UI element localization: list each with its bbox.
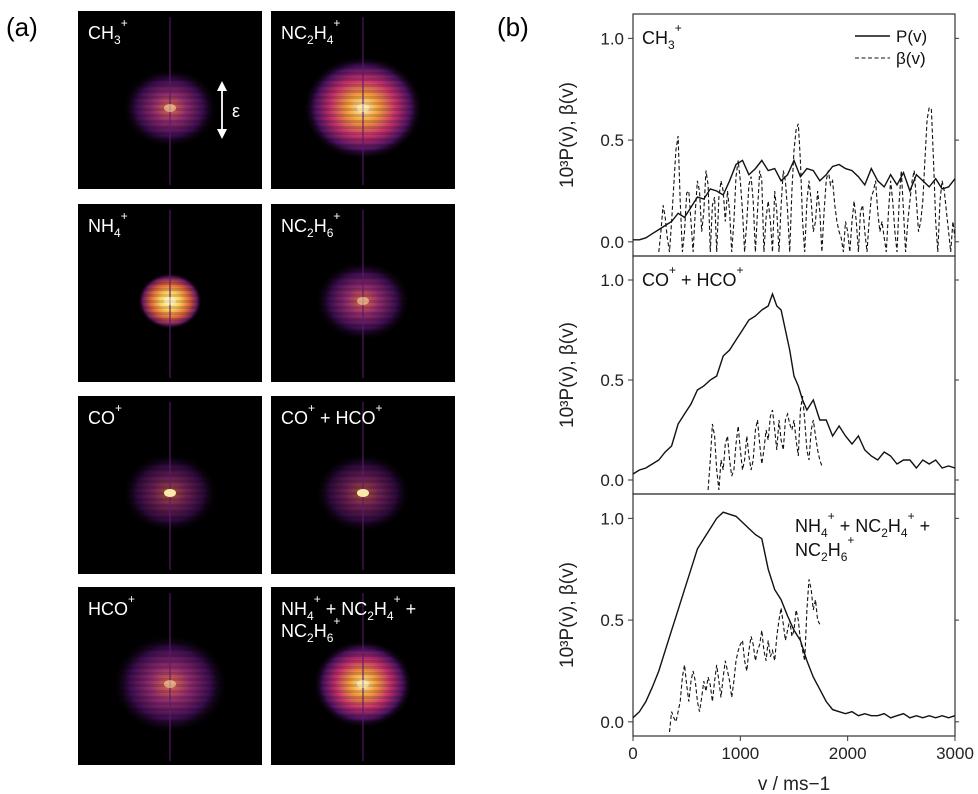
panel-b-letter: (b) bbox=[497, 12, 529, 42]
y-axis-label: 10³P(v), β(v) bbox=[557, 322, 578, 428]
vmi-image: NH4+ bbox=[78, 204, 262, 382]
series-line-beta bbox=[658, 106, 956, 253]
image-label: CO+ + HCO+ bbox=[281, 401, 383, 428]
image-label: CO+ bbox=[88, 401, 122, 428]
image-label: CH3+ bbox=[88, 16, 128, 47]
y-tick-label: 0.5 bbox=[600, 131, 624, 150]
x-tick-label: 3000 bbox=[936, 744, 974, 763]
y-tick-label: 0.5 bbox=[600, 611, 624, 630]
x-tick-label: 0 bbox=[628, 744, 637, 763]
legend-solid-label: P(v) bbox=[896, 27, 927, 46]
legend-dashed-label: β(v) bbox=[896, 49, 926, 68]
y-axis-label: 10³P(v), β(v) bbox=[557, 82, 578, 188]
y-axis-label: 10³P(v), β(v) bbox=[557, 562, 578, 668]
image-label: NH4+ + NC2H4+ + bbox=[281, 592, 416, 623]
vmi-image: NH4+ + NC2H4+ +NC2H6+ bbox=[271, 587, 455, 765]
velocity-map-images: CH3+ ε NC2H4+ NH4+ NC2H6+ CO+ CO+ + HCO+ HCO+ NH… bbox=[78, 11, 455, 765]
image-label: HCO+ bbox=[88, 592, 135, 619]
arrow-head-down bbox=[217, 129, 227, 139]
image-center-spot bbox=[357, 104, 369, 112]
velocity-distribution-plots: 0.0 0.5 1.0 10³P(v), β(v) CH3+ 0.0 0.5 1.0 10³P(… bbox=[557, 13, 974, 794]
y-tick-label: 0.5 bbox=[600, 371, 624, 390]
image-label: NC2H4+ bbox=[281, 16, 340, 47]
image-center-spot bbox=[164, 680, 176, 688]
subplot-label: NH4+ + NC2H4+ + bbox=[795, 509, 930, 540]
subplot-frame bbox=[632, 493, 956, 737]
panel-a-letter: (a) bbox=[6, 12, 38, 42]
y-tick-label: 1.0 bbox=[600, 509, 624, 528]
series-line-P bbox=[632, 511, 956, 719]
subplot: 0.0 0.5 1.0 10³P(v), β(v) CH3+ bbox=[557, 13, 959, 257]
image-center-spot bbox=[357, 297, 369, 305]
image-label: NH4+ bbox=[88, 209, 128, 240]
vmi-image: NC2H6+ bbox=[271, 204, 455, 382]
subplot-label-line2: NC2H6+ bbox=[795, 533, 854, 564]
image-label: NC2H6+ bbox=[281, 209, 340, 240]
legend: P(v) β(v) bbox=[855, 27, 927, 68]
arrow-head-up bbox=[217, 81, 227, 91]
image-center-spot bbox=[164, 297, 176, 305]
image-center-spot bbox=[164, 489, 176, 497]
image-center-spot bbox=[164, 104, 176, 112]
subplot: 0.0 0.5 1.0 10³P(v), β(v) CO+ + HCO+ bbox=[557, 255, 959, 495]
series-line-beta bbox=[707, 395, 823, 491]
x-tick-label: 2000 bbox=[829, 744, 867, 763]
subplot: 0.0 0.5 1.0 10³P(v), β(v) NH4+ + NC2H4+ +NC2… bbox=[557, 493, 974, 794]
vmi-image: CO+ + HCO+ bbox=[271, 396, 455, 574]
x-tick-label: 1000 bbox=[721, 744, 759, 763]
subplot-label: CH3+ bbox=[642, 21, 682, 52]
image-center-spot bbox=[357, 680, 369, 688]
image-center-spot bbox=[357, 489, 369, 497]
series-line-P bbox=[633, 158, 956, 241]
image-label-line2: NC2H6+ bbox=[281, 614, 340, 645]
y-tick-label: 0.0 bbox=[600, 471, 624, 490]
y-tick-label: 0.0 bbox=[600, 713, 624, 732]
y-tick-label: 1.0 bbox=[600, 271, 624, 290]
y-tick-label: 0.0 bbox=[600, 233, 624, 252]
polarization-symbol: ε bbox=[232, 101, 240, 121]
subplot-label: CO+ + HCO+ bbox=[642, 263, 744, 290]
x-axis-label: v / ms−1 bbox=[758, 774, 830, 794]
vmi-image: CO+ bbox=[78, 396, 262, 574]
y-tick-label: 1.0 bbox=[600, 29, 624, 48]
vmi-image: NC2H4+ bbox=[271, 11, 455, 189]
series-line-beta bbox=[668, 579, 821, 733]
vmi-image: CH3+ ε bbox=[78, 11, 262, 189]
vmi-image: HCO+ bbox=[78, 587, 262, 765]
series-line-P bbox=[632, 291, 956, 475]
